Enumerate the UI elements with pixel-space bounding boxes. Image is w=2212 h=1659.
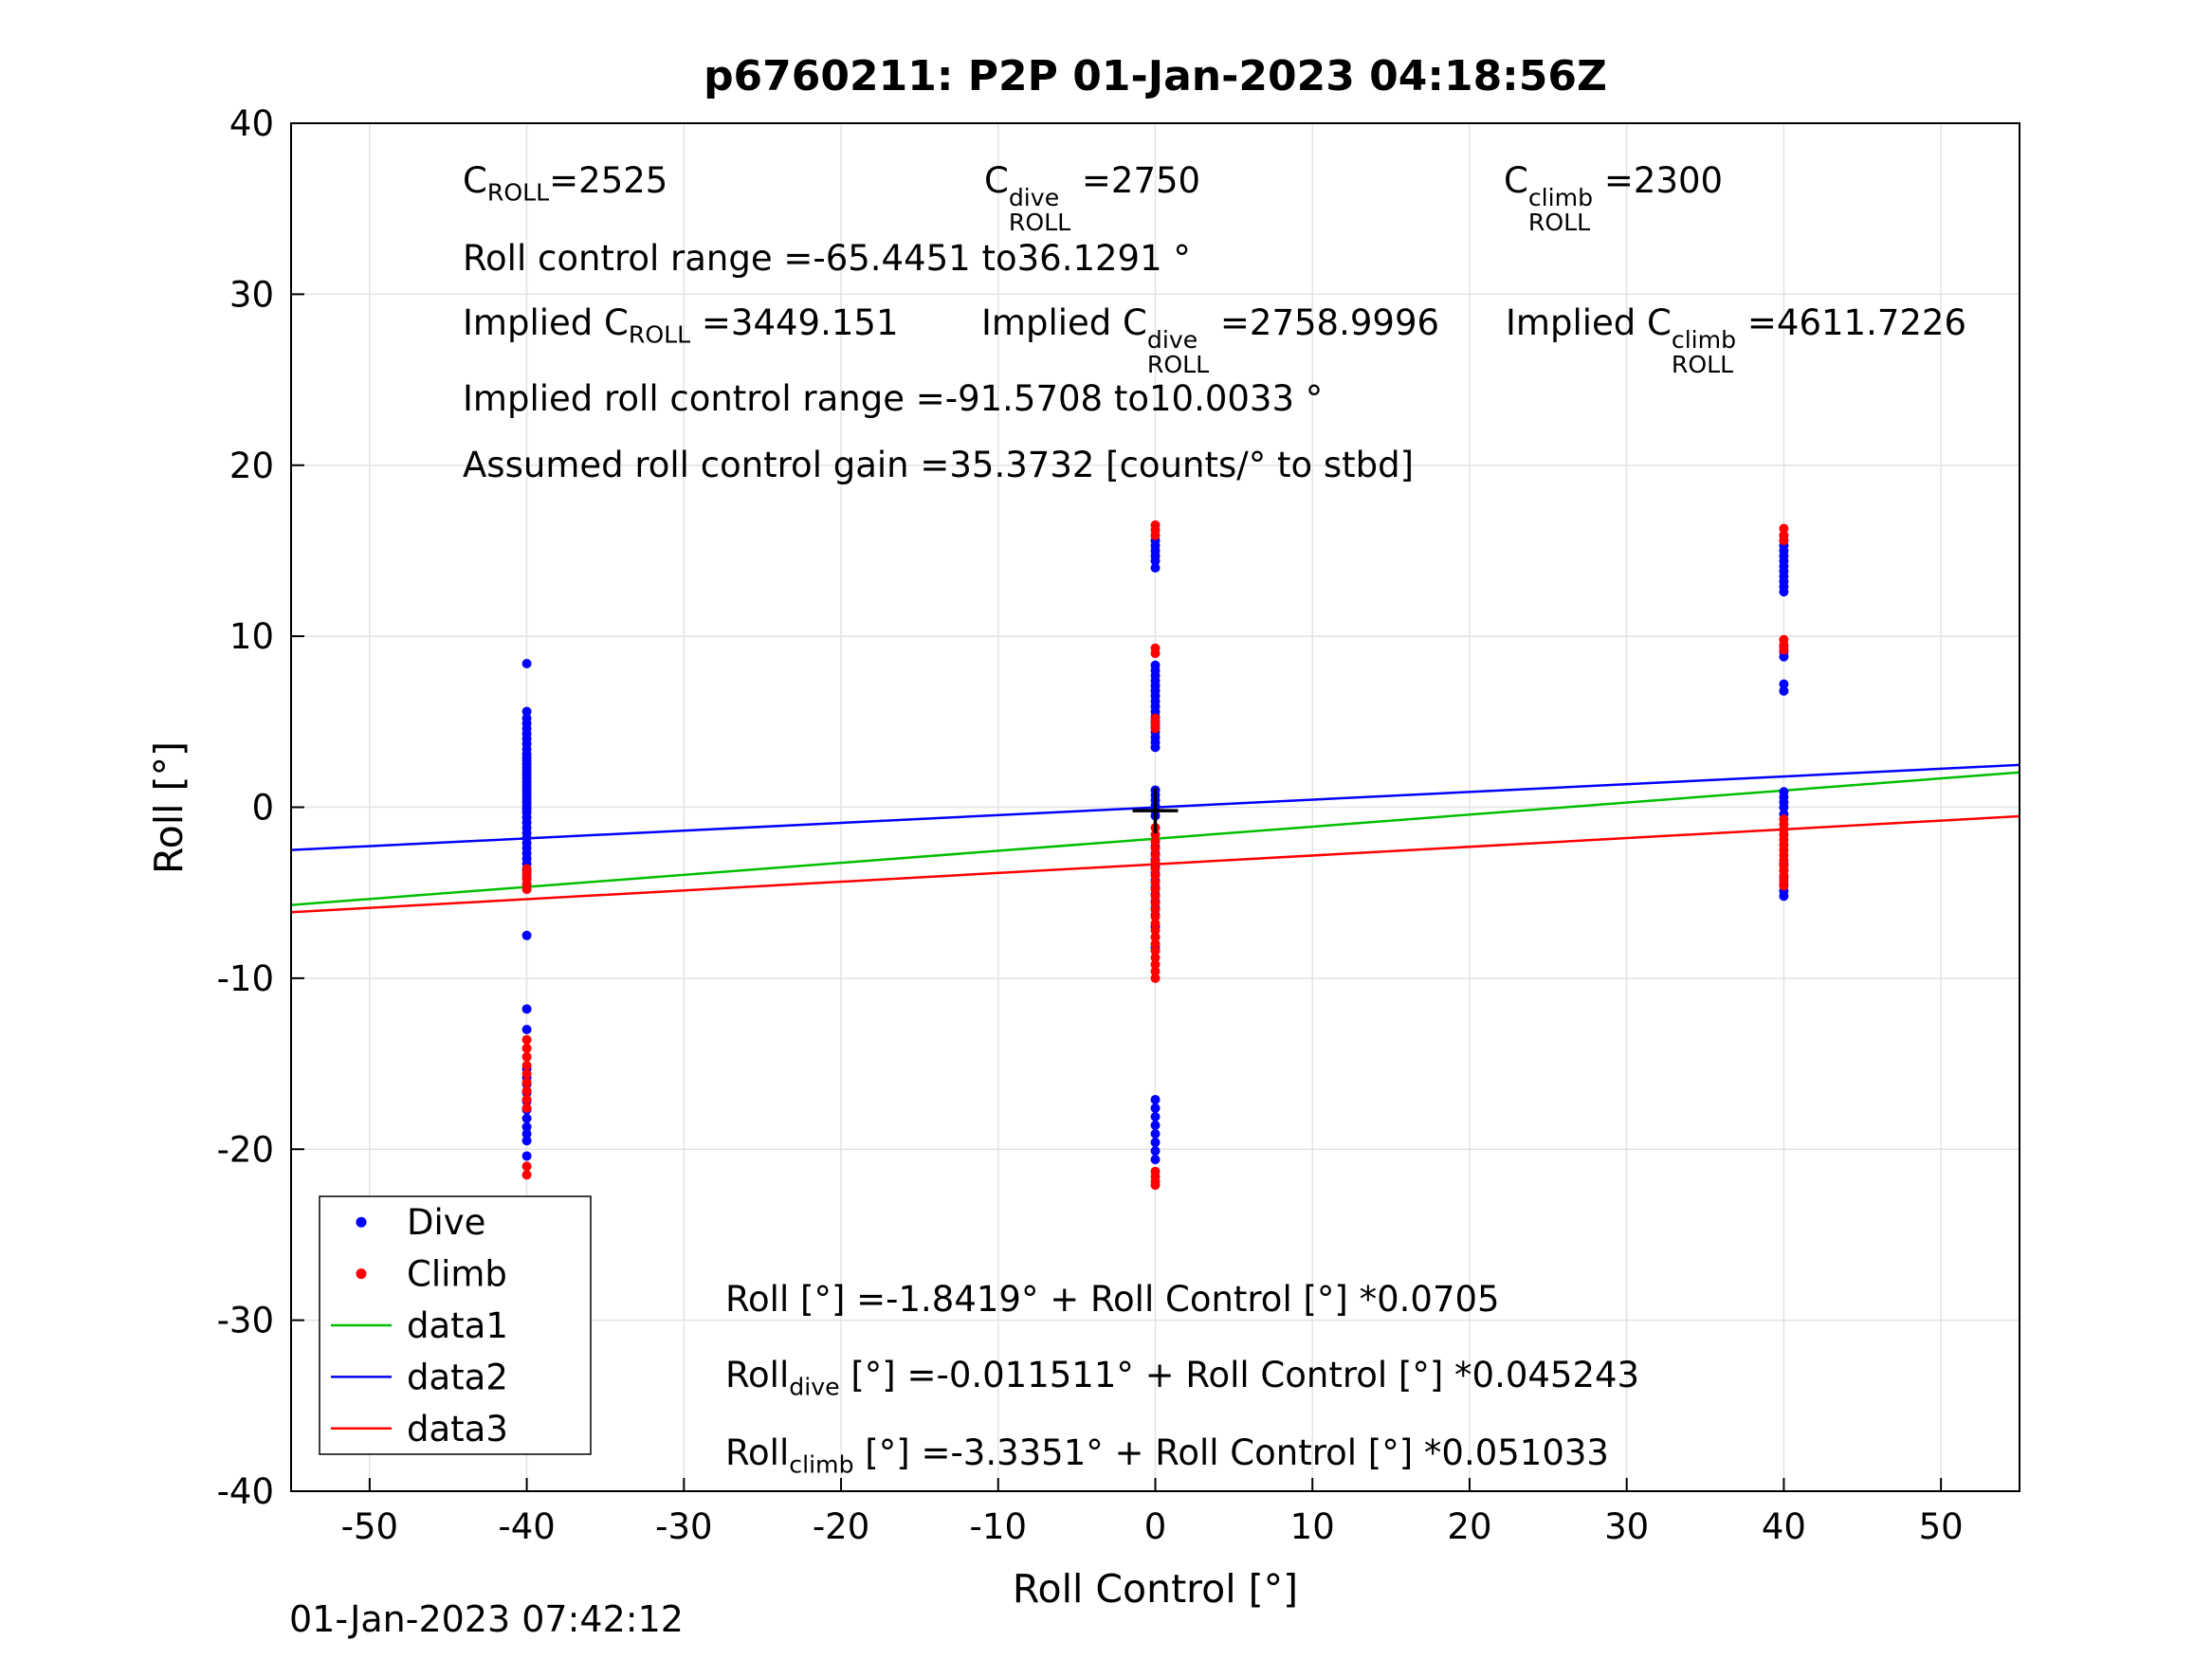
- legend-entry-data2: data2: [331, 1357, 508, 1397]
- scatter-series-climb: [521, 520, 1789, 1191]
- y-tick-label: -30: [217, 1301, 274, 1341]
- x-tick-label: -20: [813, 1506, 869, 1547]
- x-tick-label: 10: [1290, 1506, 1335, 1547]
- origin-plus-marker: [1132, 788, 1179, 834]
- legend-label: Dive: [407, 1202, 485, 1243]
- legend-entry-dive: Dive: [356, 1202, 485, 1243]
- x-tick-label: 20: [1447, 1506, 1491, 1547]
- legend-marker-dot: [356, 1216, 367, 1228]
- y-tick-label: -40: [217, 1471, 274, 1512]
- legend-entry-climb: Climb: [356, 1254, 507, 1295]
- x-tick-label: 40: [1762, 1506, 1806, 1547]
- x-tick-label: 50: [1919, 1506, 1964, 1547]
- y-axis-label: Roll [°]: [146, 740, 192, 875]
- x-tick-label: -30: [655, 1506, 712, 1547]
- x-tick-label: 30: [1604, 1506, 1649, 1547]
- y-tick-label: 0: [251, 788, 274, 829]
- legend-entry-data3: data3: [331, 1409, 508, 1449]
- processing-timestamp: 01-Jan-2023 07:42:12: [289, 1598, 684, 1640]
- legend-entry-data1: data1: [331, 1305, 508, 1346]
- legend-label: data2: [407, 1357, 508, 1397]
- legend-label: Climb: [407, 1254, 507, 1295]
- y-tick-label: -10: [217, 958, 274, 999]
- x-tick-label: -40: [498, 1506, 555, 1547]
- y-tick-label: 30: [229, 274, 274, 315]
- y-tick-label: 20: [229, 446, 274, 486]
- legend-label: data3: [407, 1409, 508, 1449]
- x-tick-label: -50: [341, 1506, 398, 1547]
- tick-labels: -50 -40 -30 -20 -10 0 10 20 30 40 50 -40 -30 -20 -10 0 1…: [217, 103, 1964, 1547]
- tick-marks: [291, 122, 1943, 1492]
- legend-label: data1: [407, 1305, 508, 1346]
- y-tick-label: -20: [217, 1129, 274, 1170]
- y-tick-label: 40: [229, 103, 274, 144]
- y-tick-label: 10: [229, 616, 274, 657]
- legend-marker-dot: [356, 1268, 367, 1280]
- x-tick-label: -10: [970, 1506, 1027, 1547]
- plot-title: p6760211: P2P 01-Jan-2023 04:18:56Z: [704, 52, 1607, 100]
- x-tick-label: 0: [1144, 1506, 1167, 1547]
- x-axis-label: Roll Control [°]: [1012, 1566, 1299, 1612]
